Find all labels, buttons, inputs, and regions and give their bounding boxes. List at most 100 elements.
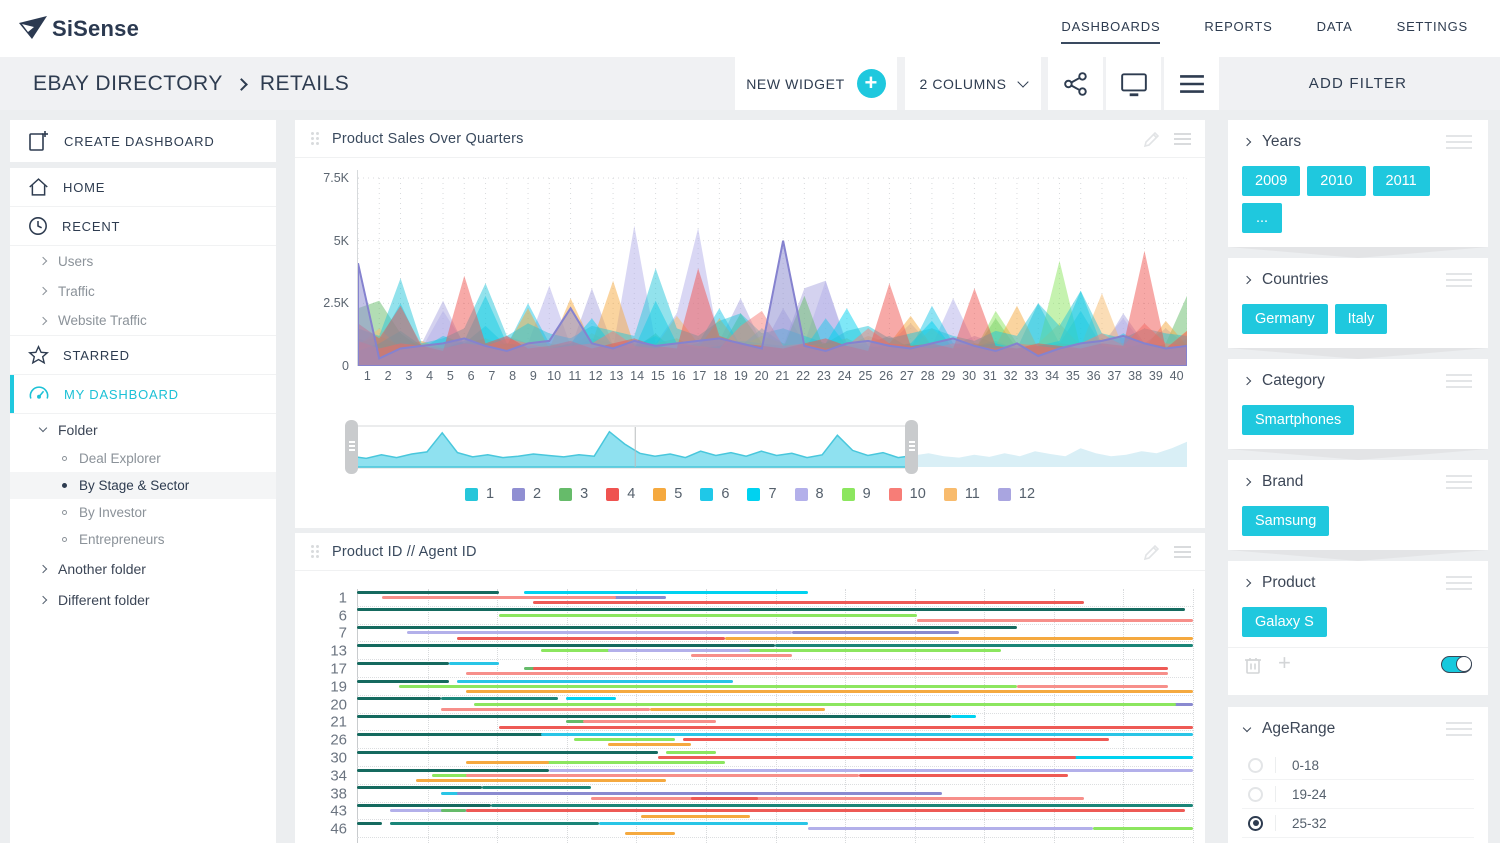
bar-segment-salmon[interactable] <box>582 720 717 724</box>
bar-segment-dteal[interactable] <box>357 732 566 736</box>
bar-segment-lgreen[interactable] <box>499 613 918 617</box>
bar-segment-green[interactable] <box>440 809 466 813</box>
recent-item-website-traffic[interactable]: Website Traffic <box>10 306 276 336</box>
filter-chip-2009[interactable]: 2009 <box>1242 166 1301 196</box>
drag-handle-icon[interactable] <box>311 545 314 548</box>
bar-segment-salmon[interactable] <box>382 595 617 599</box>
bar-segment-dteal[interactable] <box>357 768 550 772</box>
area-chart-plot[interactable] <box>357 170 1187 366</box>
legend-item-3[interactable]: 3 <box>559 486 588 502</box>
dashboard-item-deal-explorer[interactable]: Deal Explorer <box>10 445 276 472</box>
bar-segment-lgreen[interactable] <box>398 684 1018 688</box>
bar-segment-lgreen[interactable] <box>574 738 675 742</box>
breadcrumb-root[interactable]: EBAY DIRECTORY <box>33 71 223 95</box>
bar-segment-teal[interactable] <box>440 697 558 701</box>
bar-segment-dteal[interactable] <box>357 661 449 665</box>
bar-segment-dteal[interactable] <box>357 626 1018 630</box>
bar-segment-lpurple[interactable] <box>407 631 792 635</box>
nav-item-reports[interactable]: REPORTS <box>1204 19 1273 34</box>
recent-item-users[interactable]: Users <box>10 246 276 276</box>
filter-menu-icon[interactable] <box>1446 131 1472 153</box>
bar-segment-red[interactable] <box>457 636 725 640</box>
bar-segment-teal[interactable] <box>775 643 1193 647</box>
bar-segment-dteal[interactable] <box>357 750 658 754</box>
filter-chip-2010[interactable]: 2010 <box>1307 166 1366 196</box>
range-slider-chart[interactable] <box>351 425 1187 469</box>
slider-right-handle[interactable] <box>905 420 919 474</box>
nav-item-data[interactable]: DATA <box>1316 19 1353 34</box>
sidebar-item-my-dashboard[interactable]: MY DASHBOARD <box>10 375 276 414</box>
nav-item-settings[interactable]: SETTINGS <box>1396 19 1468 34</box>
dashboard-menu-button[interactable] <box>1164 57 1219 110</box>
bar-segment-dteal[interactable] <box>357 643 775 647</box>
folder-item-another-folder[interactable]: Another folder <box>10 553 276 584</box>
sidebar-item-home[interactable]: HOME <box>10 168 276 207</box>
bar-segment-cyan[interactable] <box>599 821 809 825</box>
bar-segment-orange[interactable] <box>649 707 826 711</box>
bar-segment-dteal[interactable] <box>357 821 383 825</box>
bar-segment-orange[interactable] <box>465 761 550 765</box>
bar-segment-orange[interactable] <box>624 832 675 836</box>
bar-segment-lgreen[interactable] <box>540 649 1001 653</box>
filter-header-product[interactable]: Product <box>1228 561 1488 605</box>
bar-segment-red[interactable] <box>683 738 1110 742</box>
bar-segment-teal[interactable] <box>482 786 592 790</box>
bar-segment-red[interactable] <box>465 809 1185 813</box>
tv-mode-button[interactable] <box>1106 57 1161 110</box>
age-option-19-24[interactable]: 19-24 <box>1242 780 1474 809</box>
bar-segment-dteal[interactable] <box>357 697 441 701</box>
bar-segment-dteal[interactable] <box>357 679 449 683</box>
add-filter-button[interactable]: ADD FILTER <box>1308 75 1408 92</box>
add-filter-plus-icon[interactable]: + <box>1278 650 1291 675</box>
bar-segment-salmon[interactable] <box>440 707 650 711</box>
bar-segment-red[interactable] <box>691 796 759 800</box>
filter-menu-icon[interactable] <box>1446 471 1472 493</box>
bar-segment-teal[interactable] <box>490 804 1193 808</box>
bar-segment-orange[interactable] <box>465 690 1193 694</box>
bar-segment-lgreen[interactable] <box>474 702 1177 706</box>
legend-item-12[interactable]: 12 <box>997 486 1035 502</box>
folder-item-folder[interactable]: Folder <box>10 414 276 445</box>
bar-segment-dteal[interactable] <box>357 786 483 790</box>
bar-segment-salmon[interactable] <box>1017 684 1168 688</box>
filter-header-agerange[interactable]: AgeRange <box>1228 707 1488 751</box>
bar-segment-cyan[interactable] <box>540 732 1193 736</box>
legend-item-8[interactable]: 8 <box>794 486 824 502</box>
bar-segment-salmon[interactable] <box>691 654 792 658</box>
widget1-menu-button[interactable] <box>1174 132 1191 146</box>
filter-menu-icon[interactable] <box>1446 572 1472 594</box>
bar-segment-cyan[interactable] <box>448 661 500 665</box>
bar-segment-salmon[interactable] <box>917 618 1193 622</box>
bar-segment-bcyan[interactable] <box>524 590 809 594</box>
bar-segment-dteal[interactable] <box>357 804 491 808</box>
bar-segment-bcyan[interactable] <box>566 697 617 701</box>
recent-item-traffic[interactable]: Traffic <box>10 276 276 306</box>
filter-chip-smartphones[interactable]: Smartphones <box>1242 405 1355 435</box>
legend-item-7[interactable]: 7 <box>747 486 777 502</box>
bar-segment-dteal[interactable] <box>357 590 500 594</box>
bar-segment-dteal[interactable] <box>357 608 1185 612</box>
widget2-menu-button[interactable] <box>1174 545 1191 559</box>
bar-segment-lgreen[interactable] <box>1092 827 1193 831</box>
bar-segment-lgreen[interactable] <box>666 750 717 754</box>
filter-header-years[interactable]: Years <box>1228 120 1488 164</box>
filter-chip-germany[interactable]: Germany <box>1242 304 1328 334</box>
folder-item-different-folder[interactable]: Different folder <box>10 584 276 615</box>
nav-item-dashboards[interactable]: DASHBOARDS <box>1059 13 1162 44</box>
bar-segment-red[interactable] <box>499 725 1193 729</box>
dashboard-item-entrepreneurs[interactable]: Entrepreneurs <box>10 526 276 553</box>
horizontal-bar-chart[interactable]: 1 6 7 13 17 19 20 21 26 30 34 38 43 46 <box>309 589 1194 843</box>
age-option-25-32[interactable]: 25-32 <box>1242 809 1474 838</box>
widget1-edit-button[interactable] <box>1142 129 1162 149</box>
bar-segment-red[interactable] <box>532 601 1085 605</box>
filters-toggle[interactable] <box>1441 656 1472 673</box>
columns-dropdown[interactable]: 2 COLUMNS <box>905 57 1041 110</box>
bar-segment-cyan[interactable] <box>457 679 734 683</box>
bar-segment-red[interactable] <box>858 773 1068 777</box>
filter-header-brand[interactable]: Brand <box>1228 460 1488 504</box>
filter-chip-galaxy-s[interactable]: Galaxy S <box>1242 607 1327 637</box>
filter-menu-icon[interactable] <box>1446 718 1472 740</box>
bar-segment-bcyan[interactable] <box>950 715 976 719</box>
dashboard-item-by-stage-sector[interactable]: By Stage & Sector <box>10 472 276 499</box>
bar-segment-orange[interactable] <box>641 814 750 818</box>
